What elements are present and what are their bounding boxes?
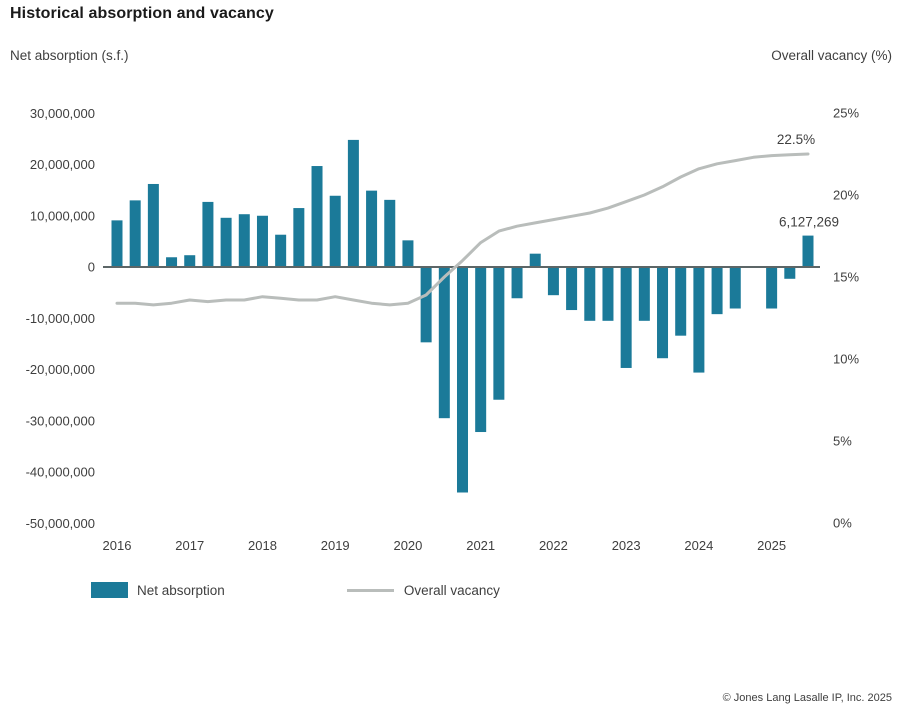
left-axis-tick: 20,000,000 [30, 157, 95, 172]
net-absorption-bar [584, 267, 596, 321]
net-absorption-bar [529, 253, 541, 267]
net-absorption-bar [293, 208, 305, 267]
left-axis-title: Net absorption (s.f.) [10, 48, 129, 63]
left-axis-tick: -50,000,000 [26, 516, 95, 531]
left-axis-tick: -30,000,000 [26, 413, 95, 428]
net-absorption-bar [475, 267, 487, 433]
absorption-vacancy-chart: 30,000,000 20,000,000 10,000,000 0 -10,000,0… [26, 106, 860, 554]
net-absorption-bar [111, 220, 123, 267]
right-axis-tick: 0% [833, 516, 852, 531]
net-absorption-bar [657, 267, 669, 359]
left-axis-tick: -10,000,000 [26, 311, 95, 326]
net-absorption-bar [638, 267, 650, 321]
left-axis-tick: -20,000,000 [26, 362, 95, 377]
net-absorption-bar [766, 267, 778, 309]
net-absorption-swatch-icon [91, 582, 128, 598]
right-axis-tick: 20% [833, 188, 859, 203]
overall-vacancy-line-icon [346, 588, 394, 592]
net-absorption-bar [166, 257, 178, 267]
net-absorption-bar [420, 267, 432, 343]
right-axis-tick: 15% [833, 270, 859, 285]
left-axis-tick: 10,000,000 [30, 208, 95, 223]
copyright-text: © Jones Lang Lasalle IP, Inc. 2025 [722, 692, 892, 704]
net-absorption-bar [711, 267, 723, 315]
x-axis-year-label: 2022 [539, 538, 568, 553]
legend-item-net-absorption: Net absorption [91, 582, 225, 598]
overall-vacancy-line [115, 152, 810, 307]
left-axis-tick: 0 [88, 260, 95, 275]
net-absorption-bar [220, 217, 232, 267]
net-absorption-bar [402, 240, 414, 267]
legend-item-overall-vacancy: Overall vacancy [239, 583, 500, 598]
right-axis-tick: 25% [833, 106, 859, 121]
net-absorption-bar [456, 267, 468, 493]
net-absorption-bar [693, 267, 705, 373]
net-absorption-bar [438, 267, 450, 419]
net-absorption-bar [729, 267, 741, 309]
net-absorption-bar [202, 201, 214, 267]
net-absorption-bar [129, 200, 141, 267]
net-absorption-bar [366, 190, 378, 267]
x-axis-year-label: 2016 [103, 538, 132, 553]
net-absorption-bar [566, 267, 578, 311]
chart-title: Historical absorption and vacancy [10, 5, 274, 22]
vacancy-end-annotation: 22.5% [777, 132, 815, 147]
net-absorption-bar [275, 234, 287, 267]
net-absorption-bar [620, 267, 632, 368]
net-absorption-bar [802, 235, 814, 267]
x-axis-year-label: 2023 [612, 538, 641, 553]
left-axis-tick: -40,000,000 [26, 465, 95, 480]
net-absorption-bar [493, 267, 505, 400]
net-absorption-bar [329, 195, 341, 267]
net-absorption-bar [547, 267, 559, 296]
legend-label-net-absorption: Net absorption [137, 582, 225, 598]
x-axis-year-label: 2019 [321, 538, 350, 553]
net-absorption-bar [384, 199, 396, 267]
net-absorption-bar [675, 267, 687, 336]
net-absorption-bar [311, 166, 323, 267]
net-absorption-bar [147, 183, 159, 267]
x-axis-year-label: 2018 [248, 538, 277, 553]
net-absorption-bar [511, 267, 523, 299]
net-absorption-bar [784, 267, 796, 279]
right-axis-tick: 10% [833, 352, 859, 367]
net-absorption-bar [184, 255, 196, 267]
x-axis-year-label: 2024 [684, 538, 713, 553]
net-absorption-bar [256, 215, 268, 267]
right-axis-tick: 5% [833, 434, 852, 449]
net-absorption-bar [238, 214, 250, 267]
chart-legend: Net absorption Overall vacancy [91, 582, 500, 598]
legend-label-overall-vacancy: Overall vacancy [403, 582, 500, 598]
x-axis-year-label: 2017 [175, 538, 204, 553]
last-bar-annotation: 6,127,269 [779, 215, 839, 230]
right-axis-title: Overall vacancy (%) [771, 48, 892, 63]
x-axis-year-label: 2021 [466, 538, 495, 553]
net-absorption-bar [602, 267, 614, 321]
x-axis-year-label: 2025 [757, 538, 786, 553]
net-absorption-bar [347, 139, 359, 267]
left-axis-tick: 30,000,000 [30, 106, 95, 121]
x-axis-year-label: 2020 [393, 538, 422, 553]
